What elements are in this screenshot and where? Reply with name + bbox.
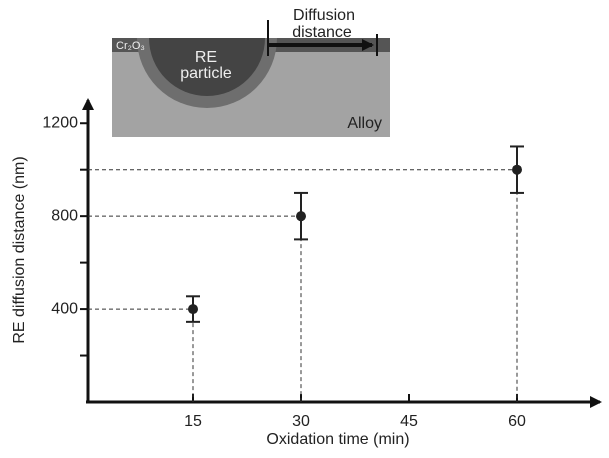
x-tick-label: 60 bbox=[508, 413, 526, 430]
oxide-label: Cr₂O₃ bbox=[116, 40, 145, 52]
x-tick-label: 30 bbox=[292, 413, 310, 430]
arrow-label: Diffusion bbox=[293, 7, 355, 24]
inset-diagram: Cr₂O₃ RE particle Diffusion distance All… bbox=[112, 7, 390, 137]
data-point bbox=[296, 211, 306, 222]
y-tick-label: 800 bbox=[51, 207, 78, 224]
data-point bbox=[512, 164, 522, 175]
y-tick-label: 1200 bbox=[42, 114, 78, 131]
arrow-label: distance bbox=[292, 24, 352, 41]
alloy-label: Alloy bbox=[347, 115, 382, 132]
y-tick-label: 400 bbox=[51, 300, 78, 317]
x-tick-label: 45 bbox=[400, 413, 418, 430]
particle-label: RE bbox=[195, 49, 217, 66]
particle-label: particle bbox=[180, 65, 232, 82]
x-axis-label: Oxidation time (min) bbox=[266, 431, 409, 448]
x-tick-label: 15 bbox=[184, 413, 202, 430]
particle-core bbox=[149, 38, 265, 96]
data-point bbox=[188, 304, 198, 315]
y-axis-label: RE diffusion distance (nm) bbox=[11, 156, 28, 343]
